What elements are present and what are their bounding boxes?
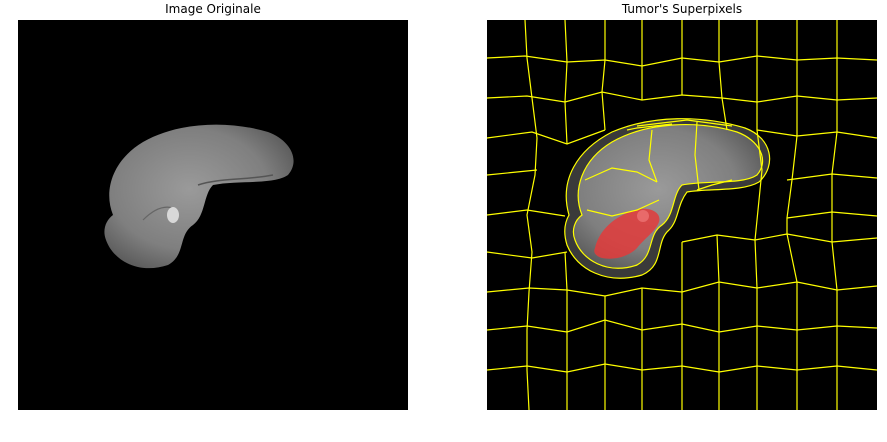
left-panel-title: Image Originale [165, 2, 261, 16]
tumor-highlight [637, 210, 649, 222]
superpixels-panel [487, 20, 877, 410]
original-image-panel [18, 20, 408, 410]
superpixel-boundaries [487, 20, 877, 410]
liver-vessel [142, 206, 174, 221]
liver-shape [104, 124, 294, 269]
bright-lesion [167, 207, 179, 223]
liver-vessel [197, 174, 274, 186]
original-image [104, 124, 294, 269]
right-panel-title: Tumor's Superpixels [621, 2, 743, 16]
superpixel-image [487, 20, 877, 410]
